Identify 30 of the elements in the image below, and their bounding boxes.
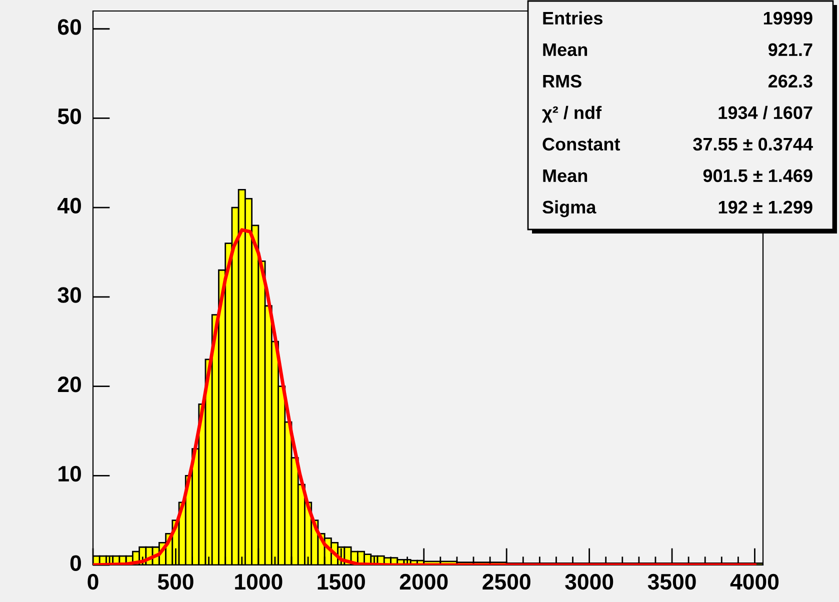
annotation: Mean xyxy=(543,169,588,182)
x-tick-label: 500 xyxy=(158,574,194,590)
x-tick-label: 2000 xyxy=(400,574,448,590)
y-tick-label: 10 xyxy=(58,466,81,482)
y-tick-label: 20 xyxy=(58,376,81,392)
text: 262.3 xyxy=(768,74,812,88)
x-tick-label: 2500 xyxy=(482,574,530,590)
x-tick-label: 0 xyxy=(88,574,98,590)
annotation: 37.55 ± 0.3744 xyxy=(693,138,813,151)
y-tick-label: 60 xyxy=(58,19,81,35)
y-tick-label: 50 xyxy=(58,108,81,124)
annotation: Mean xyxy=(543,43,588,56)
x-tick-label: 3000 xyxy=(565,574,614,590)
annotation: Constant xyxy=(542,138,620,151)
annotation: 1934 / 1607 xyxy=(718,106,812,120)
x-tick-label: 1500 xyxy=(318,574,365,590)
x-tick-label: 4000 xyxy=(730,574,779,590)
y-tick-label: 0 xyxy=(70,555,81,571)
text: 19999 xyxy=(764,12,812,25)
text: 921.7 xyxy=(768,43,812,56)
y-tick-label: 40 xyxy=(58,198,81,214)
annotation: Entries xyxy=(543,11,602,25)
annotation: χ² / ndf xyxy=(542,106,602,123)
annotation: RMS xyxy=(543,74,582,88)
annotation: Sigma xyxy=(542,200,596,218)
x-tick-label: 3500 xyxy=(648,574,696,590)
y-tick-label: 30 xyxy=(58,287,81,303)
annotation: 901.5 ± 1.469 xyxy=(703,169,812,182)
annotation: 192 ± 1.299 xyxy=(718,200,812,214)
x-tick-label: 1000 xyxy=(235,574,282,590)
